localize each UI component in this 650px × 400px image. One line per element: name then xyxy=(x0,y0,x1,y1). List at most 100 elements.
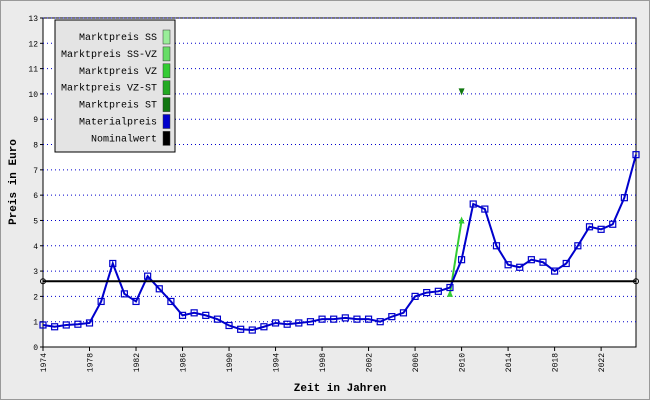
marker xyxy=(283,320,291,328)
marker xyxy=(620,194,628,202)
marker xyxy=(40,278,46,285)
marker xyxy=(109,259,117,268)
marker xyxy=(504,261,512,269)
marker xyxy=(585,223,594,231)
series xyxy=(40,278,639,285)
legend-swatch xyxy=(162,97,171,112)
y-tick-label: 0 xyxy=(33,344,38,353)
marker xyxy=(341,314,349,322)
x-tick-label: 1974 xyxy=(40,353,49,372)
marker xyxy=(132,297,140,306)
marker xyxy=(155,285,163,293)
legend: Marktpreis SS Marktpreis SS-VZ Marktpreis … xyxy=(54,19,176,153)
legend-label: Marktpreis ST xyxy=(79,100,157,112)
marker xyxy=(248,326,256,334)
marker xyxy=(178,311,187,319)
marker xyxy=(39,321,47,329)
marker xyxy=(167,297,175,306)
marker xyxy=(469,200,477,208)
marker xyxy=(632,151,640,159)
marker xyxy=(411,292,419,300)
marker xyxy=(190,309,198,317)
marker xyxy=(597,225,605,233)
x-tick-label: 2022 xyxy=(598,353,607,372)
y-tick-label: 2 xyxy=(33,293,38,302)
marker xyxy=(609,220,617,228)
line xyxy=(42,154,637,332)
marker xyxy=(306,318,315,326)
x-tick-label: 1986 xyxy=(180,353,189,372)
marker xyxy=(457,256,466,264)
legend-swatch xyxy=(162,80,171,95)
y-tick-label: 4 xyxy=(33,243,38,252)
y-tick-label: 11 xyxy=(28,66,38,75)
marker xyxy=(144,272,152,280)
y-tick-label: 9 xyxy=(33,116,38,125)
marker xyxy=(446,283,454,292)
legend-label: Nominalwert xyxy=(91,133,157,145)
x-tick-label: 2002 xyxy=(366,353,375,372)
x-axis-title: Zeit in Jahren xyxy=(294,383,386,395)
legend-swatch xyxy=(162,46,171,62)
legend-label: Marktpreis VZ xyxy=(79,66,157,78)
y-tick-label: 3 xyxy=(33,268,38,277)
series xyxy=(458,88,465,96)
y-tick-label: 5 xyxy=(33,217,38,226)
marker xyxy=(399,309,408,317)
marker xyxy=(446,289,453,297)
marker xyxy=(364,315,373,323)
y-tick-label: 13 xyxy=(28,15,38,24)
x-tick-label: 1990 xyxy=(226,353,235,372)
marker xyxy=(260,323,268,331)
marker xyxy=(225,321,233,330)
y-tick-label: 1 xyxy=(33,319,38,328)
marker xyxy=(574,242,582,250)
x-tick-label: 2018 xyxy=(552,353,561,372)
marker xyxy=(237,325,245,333)
marker xyxy=(458,216,465,224)
x-tick-label: 1982 xyxy=(133,353,142,372)
marker xyxy=(202,311,210,319)
x-tick-label: 2006 xyxy=(412,353,421,372)
marker xyxy=(295,319,303,327)
marker xyxy=(551,267,559,275)
legend-swatch xyxy=(162,114,171,129)
legend-swatch xyxy=(162,131,171,146)
marker xyxy=(85,319,94,327)
y-tick-label: 6 xyxy=(33,192,38,201)
x-tick-label: 1978 xyxy=(87,353,96,372)
marker xyxy=(74,320,82,328)
marker xyxy=(318,315,326,323)
marker xyxy=(633,278,639,285)
legend-box xyxy=(54,19,176,153)
marker xyxy=(481,205,489,213)
marker xyxy=(458,88,465,96)
marker xyxy=(388,313,396,321)
marker xyxy=(492,242,501,250)
x-tick-label: 2014 xyxy=(505,353,514,372)
series xyxy=(39,151,640,334)
marker xyxy=(330,315,338,323)
legend-swatch xyxy=(162,63,171,79)
legend-swatch xyxy=(162,29,171,45)
marker xyxy=(62,321,70,329)
marker xyxy=(527,256,535,264)
x-tick-label: 2010 xyxy=(459,353,468,372)
legend-label: Marktpreis SS xyxy=(79,32,157,44)
legend-label: Marktpreis SS-VZ xyxy=(61,49,157,61)
y-axis-title: Preis in Euro xyxy=(8,139,20,225)
marker xyxy=(423,288,431,297)
marker xyxy=(516,263,524,271)
marker xyxy=(120,290,128,298)
marker xyxy=(353,315,361,323)
marker xyxy=(213,315,222,323)
legend-label: Marktpreis VZ-ST xyxy=(61,83,157,95)
marker xyxy=(271,319,280,327)
y-tick-label: 10 xyxy=(28,91,38,100)
x-tick-label: 1998 xyxy=(319,353,328,372)
marker xyxy=(51,323,59,331)
marker xyxy=(376,318,384,326)
y-tick-label: 7 xyxy=(33,167,38,176)
y-tick-label: 8 xyxy=(33,142,38,151)
